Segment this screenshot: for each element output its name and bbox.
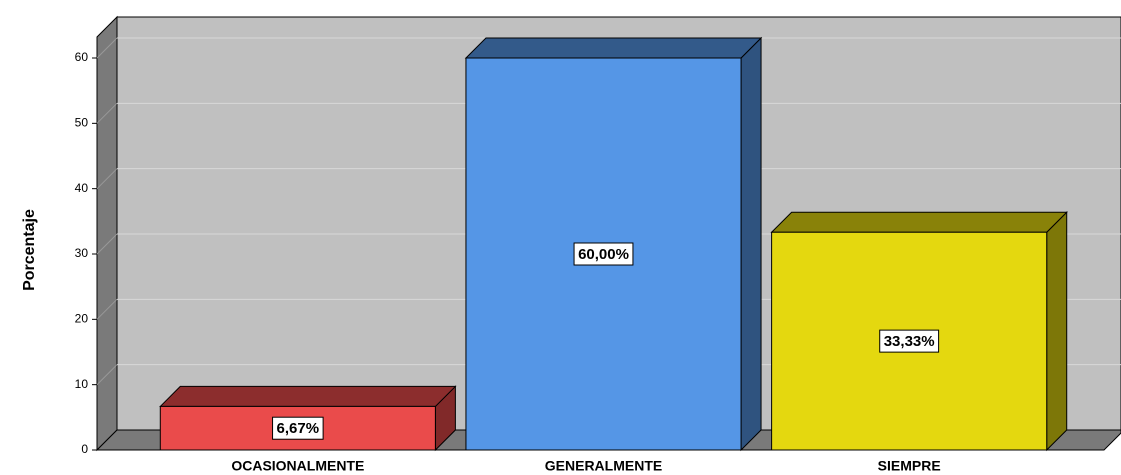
left-wall [96, 15, 118, 452]
y-tick-label: 50 [75, 116, 89, 130]
bar-top [159, 385, 457, 407]
grid-line [96, 233, 118, 255]
bar-side [740, 36, 762, 452]
value-label: 60,00% [578, 246, 629, 263]
y-tick-label: 0 [81, 442, 88, 456]
bar-side [1046, 211, 1068, 452]
grid-line [96, 168, 118, 190]
value-label: 33,33% [884, 333, 935, 350]
y-tick-label: 30 [75, 246, 89, 260]
y-tick-label: 60 [75, 50, 89, 64]
value-label-box [573, 242, 634, 266]
grid-line [96, 364, 118, 386]
bar [159, 405, 436, 451]
grid-line [96, 37, 118, 59]
value-label: 6,67% [277, 420, 320, 437]
x-tick-label: OCASIONALMENTE [231, 458, 364, 474]
y-tick-label: 10 [75, 377, 89, 391]
y-tick-label: 40 [75, 181, 89, 195]
y-axis-label: Porcentaje [21, 209, 38, 291]
grid-line [96, 102, 118, 124]
x-tick-label: GENERALMENTE [545, 458, 662, 474]
value-label-box [879, 329, 940, 353]
grid-line [96, 298, 118, 320]
y-tick-label: 20 [75, 312, 89, 326]
value-label-box [272, 416, 324, 440]
bar-top [464, 37, 763, 59]
bar-top [770, 211, 1068, 233]
x-tick-label: SIEMPRE [878, 458, 941, 474]
